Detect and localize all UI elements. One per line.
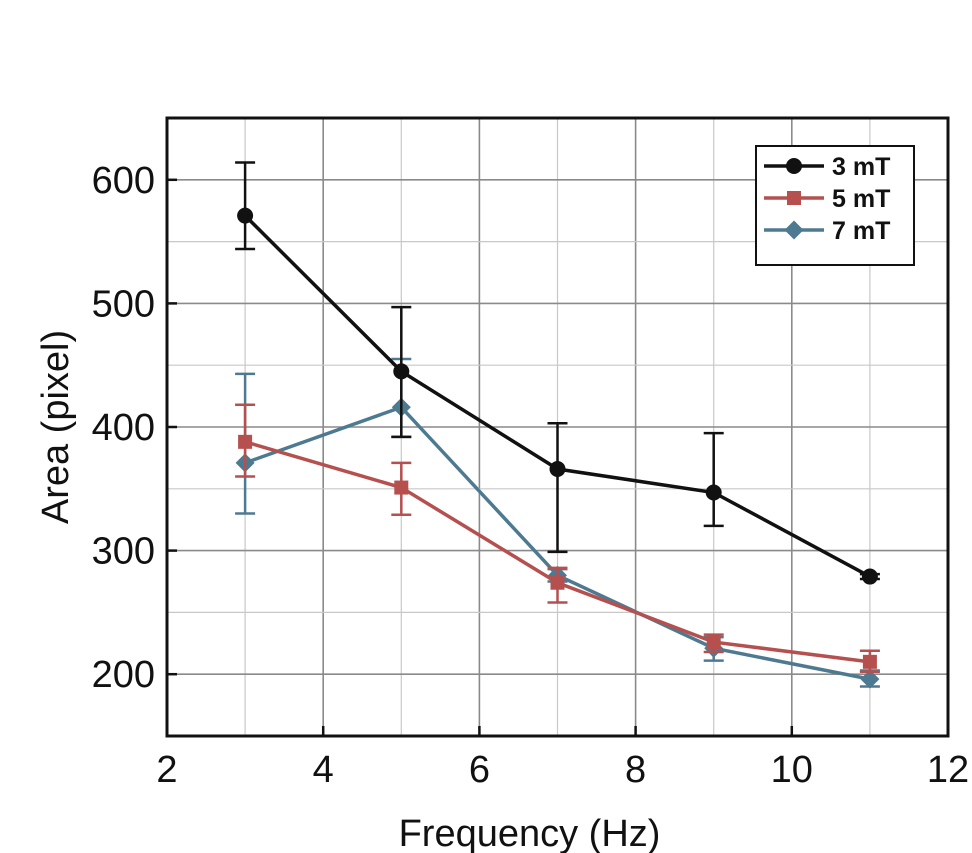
legend-label: 7 mT <box>832 217 890 245</box>
y-tick-label: 600 <box>92 160 155 202</box>
legend-label: 5 mT <box>832 185 890 213</box>
data-point <box>393 363 410 380</box>
x-tick-label: 12 <box>927 749 969 791</box>
series-3-mt <box>235 161 880 585</box>
data-point <box>394 480 409 495</box>
data-point <box>238 434 253 449</box>
data-point <box>237 207 254 224</box>
y-tick-label: 300 <box>92 531 155 573</box>
data-point <box>861 568 878 585</box>
y-axis-title: Area (pixel) <box>35 330 77 524</box>
x-tick-label: 2 <box>156 749 177 791</box>
plot-series <box>235 161 880 689</box>
x-tick-label: 8 <box>625 749 646 791</box>
x-tick-label: 6 <box>469 749 490 791</box>
data-point <box>550 575 565 590</box>
legend-marker <box>784 220 804 240</box>
x-axis-title: Frequency (Hz) <box>399 813 661 853</box>
y-tick-label: 200 <box>92 654 155 696</box>
y-tick-label: 500 <box>92 283 155 325</box>
legend-label: 3 mT <box>832 153 890 181</box>
legend-marker <box>787 191 801 205</box>
data-point <box>860 669 880 689</box>
data-point <box>705 484 722 501</box>
data-point <box>549 461 566 478</box>
series-5-mt <box>235 403 880 673</box>
data-point <box>706 635 721 650</box>
legend-marker <box>786 158 802 174</box>
y-tick-label: 400 <box>92 407 155 449</box>
data-point <box>862 654 877 669</box>
x-tick-label: 10 <box>771 749 813 791</box>
x-tick-label: 4 <box>313 749 334 791</box>
legend: 3 mT 5 mT 7 mT <box>755 145 915 266</box>
axes: 2 4 6 8 10 12 200 300 400 500 600 <box>92 160 970 791</box>
